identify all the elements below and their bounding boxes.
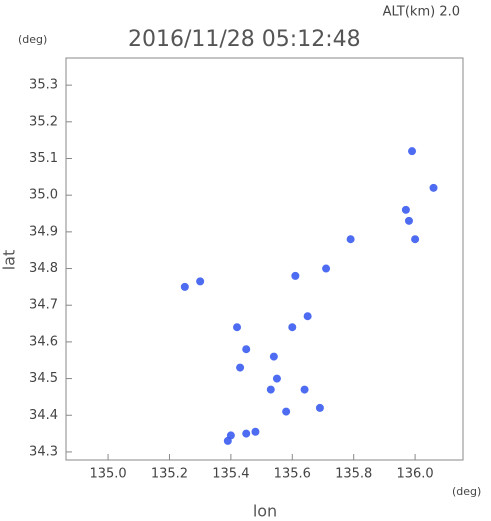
echo-point xyxy=(269,352,278,361)
echo-point xyxy=(223,436,232,445)
echo-point xyxy=(408,147,417,156)
echo-point xyxy=(242,345,251,354)
echo-point xyxy=(180,282,189,291)
echo-point xyxy=(404,216,413,225)
x-tick-label: 135.4 xyxy=(212,467,249,482)
echo-point xyxy=(236,363,245,372)
y-tick-label: 34.9 xyxy=(29,224,58,239)
echo-point xyxy=(233,323,242,332)
y-tick-label: 35.2 xyxy=(29,114,58,129)
x-tick-label: 136.0 xyxy=(396,467,433,482)
y-unit: (deg) xyxy=(18,33,47,46)
plot-frame xyxy=(65,57,464,461)
echo-point xyxy=(272,374,281,383)
x-axis-title: lon xyxy=(253,502,277,521)
echo-point xyxy=(288,323,297,332)
x-tick-label: 135.0 xyxy=(89,467,126,482)
y-axis-title: lat xyxy=(0,250,19,271)
echo-point xyxy=(282,407,291,416)
y-tick-label: 35.3 xyxy=(29,78,58,93)
y-tick-label: 35.1 xyxy=(29,151,58,166)
chart-title: 2016/11/28 05:12:48 xyxy=(128,27,361,52)
echo-point xyxy=(266,385,275,394)
x-tick-label: 135.6 xyxy=(274,467,311,482)
y-tick-label: 35.0 xyxy=(29,188,58,203)
echo-point xyxy=(429,183,438,192)
echo-point xyxy=(401,205,410,214)
echo-point xyxy=(346,235,355,244)
x-unit: (deg) xyxy=(452,485,481,498)
echo-point xyxy=(322,264,331,273)
echo-point xyxy=(196,277,205,286)
echo-point xyxy=(315,403,324,412)
echo-point xyxy=(303,312,312,321)
y-tick-label: 34.8 xyxy=(29,261,58,276)
y-tick-label: 34.5 xyxy=(29,371,58,386)
y-tick-label: 34.7 xyxy=(29,298,58,313)
echo-point xyxy=(300,385,309,394)
y-tick-label: 34.4 xyxy=(29,408,58,423)
echo-point xyxy=(242,429,251,438)
x-tick-label: 135.8 xyxy=(335,467,372,482)
y-tick-label: 34.3 xyxy=(29,444,58,459)
y-tick-label: 34.6 xyxy=(29,334,58,349)
echo-point xyxy=(251,427,260,436)
x-tick-label: 135.2 xyxy=(151,467,188,482)
echo-point xyxy=(411,235,420,244)
altitude-label: ALT(km) 2.0 xyxy=(383,5,460,20)
echo-point xyxy=(291,271,300,280)
